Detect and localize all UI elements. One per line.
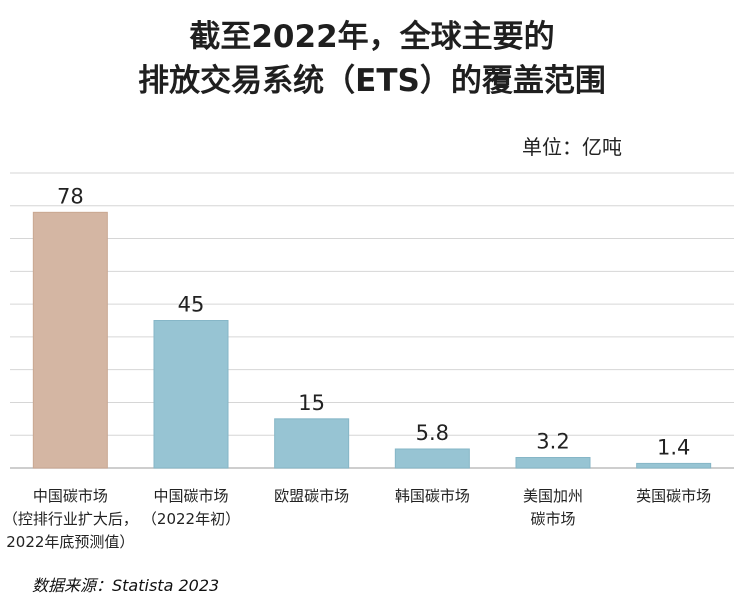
bar-3 — [274, 418, 350, 469]
category-label-1-line-3: 2022年底预测值） — [6, 533, 134, 551]
category-label-5-line-2: 碳市场 — [530, 510, 575, 528]
bar-4 — [394, 448, 470, 469]
bars — [32, 211, 712, 469]
value-label-2: 45 — [178, 293, 205, 317]
bar-6 — [636, 462, 712, 469]
category-labels: 中国碳市场 （控排行业扩大后， 2022年底预测值） 中国碳市场 （2022年初） 欧盟碳… — [3, 487, 711, 551]
grid-lines — [10, 172, 734, 469]
value-labels: 78 45 15 5.8 3.2 1.4 — [57, 184, 690, 459]
category-label-5-line-1: 美国加州 — [523, 487, 583, 505]
unit-label: 单位：亿吨 — [522, 135, 622, 159]
category-label-6-line-1: 英国碳市场 — [636, 487, 711, 505]
category-label-4-line-1: 韩国碳市场 — [395, 487, 470, 505]
category-label-3-line-1: 欧盟碳市场 — [274, 487, 349, 505]
chart-title-line2: 排放交易系统（ETS）的覆盖范围 — [138, 63, 606, 99]
bar-2 — [153, 320, 229, 469]
bar-5 — [515, 457, 591, 469]
category-label-2-line-2: （2022年初） — [142, 510, 240, 528]
bar-1 — [32, 211, 108, 469]
value-label-3: 15 — [298, 391, 325, 415]
category-label-1-line-2: （控排行业扩大后， — [3, 510, 138, 528]
value-label-1: 78 — [57, 184, 84, 208]
value-label-5: 3.2 — [536, 430, 569, 454]
category-label-2-line-1: 中国碳市场 — [153, 487, 228, 505]
category-label-1-line-1: 中国碳市场 — [33, 487, 108, 505]
value-label-4: 5.8 — [416, 421, 449, 445]
chart-title-line1: 截至2022年，全球主要的 — [189, 19, 555, 55]
data-source: 数据来源：Statista 2023 — [32, 576, 220, 595]
value-label-6: 1.4 — [657, 435, 690, 459]
